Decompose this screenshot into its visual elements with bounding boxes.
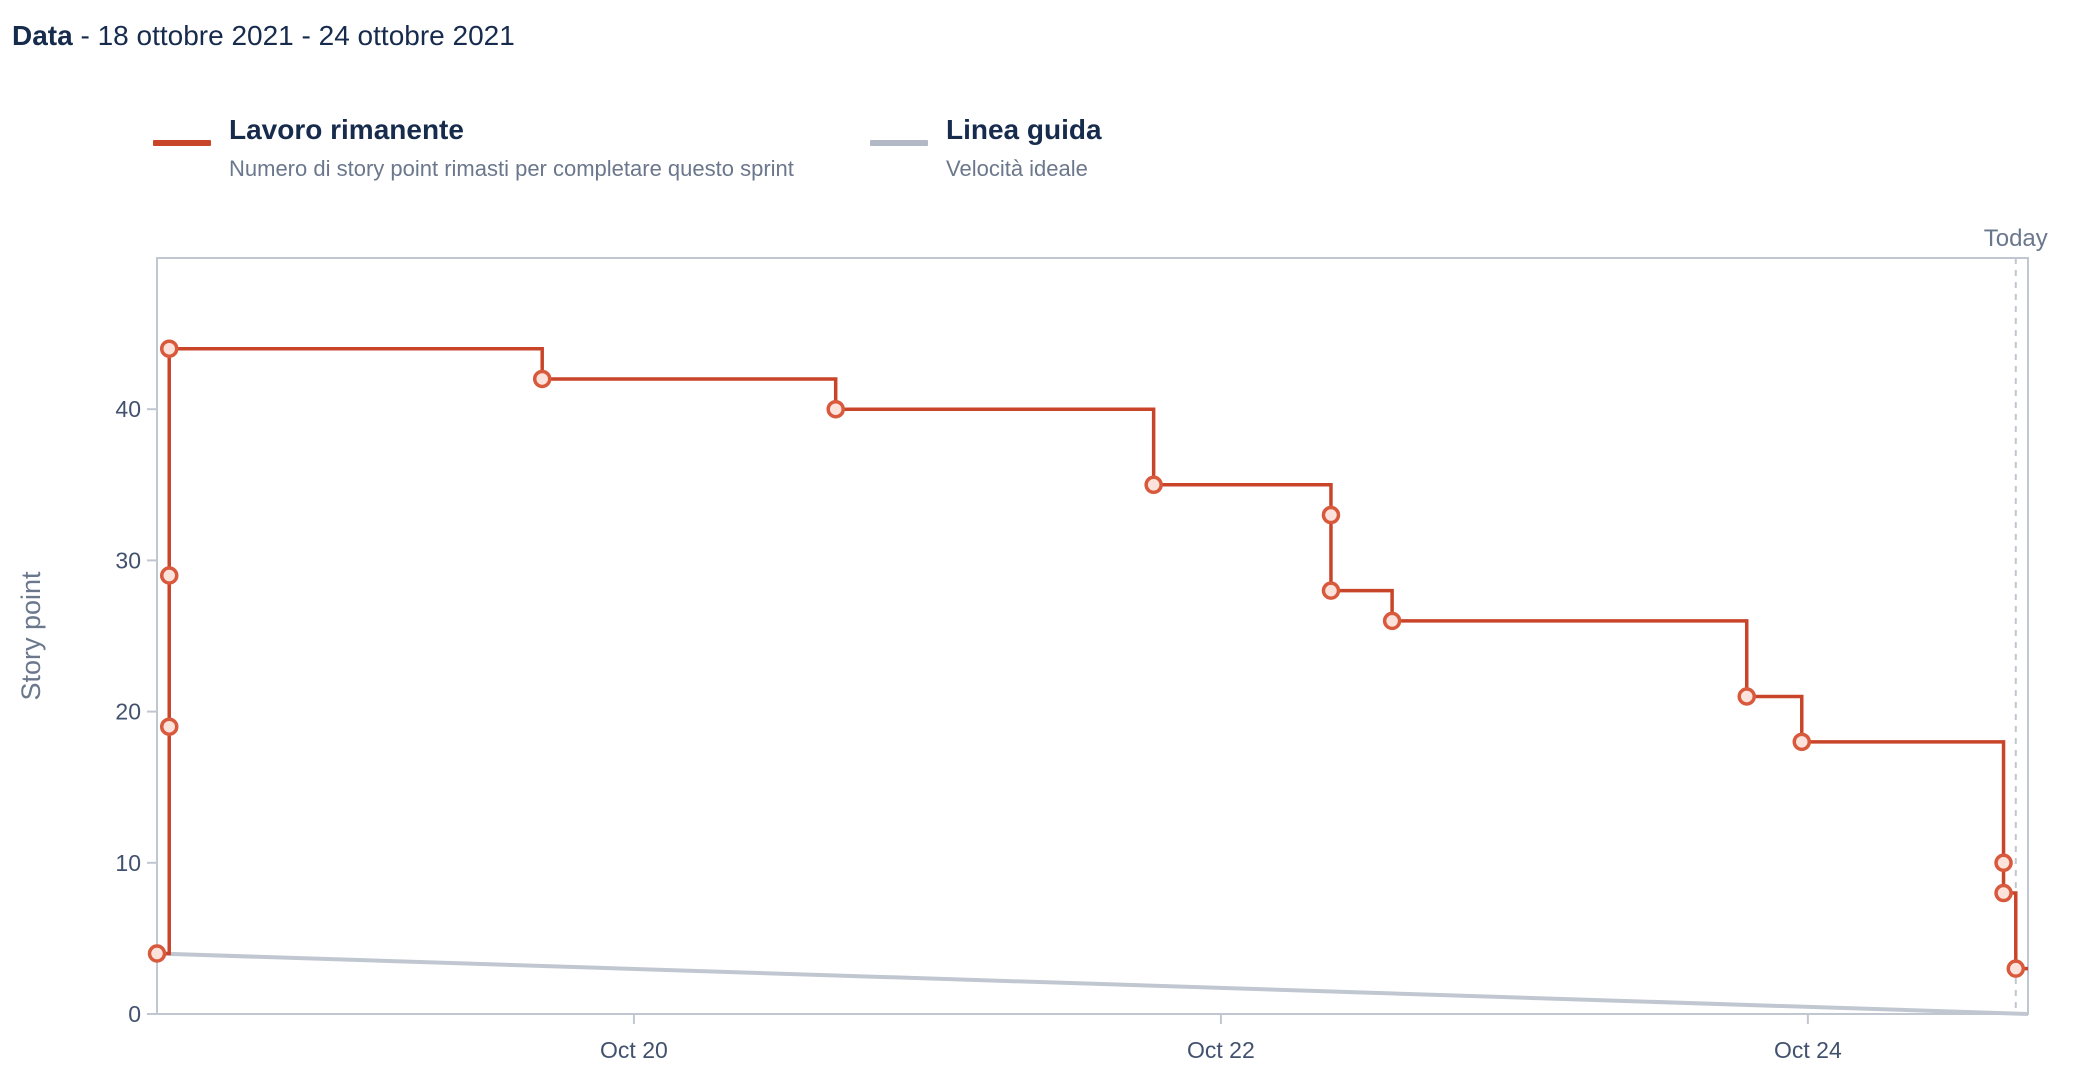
remaining-work-point[interactable] xyxy=(1737,687,1756,706)
legend-guideline-description: Velocità ideale xyxy=(946,156,1088,181)
remaining-work-point[interactable] xyxy=(826,399,845,419)
legend-remaining-work-description: Numero di story point rimasti per comple… xyxy=(229,156,794,181)
legend-remaining-work-swatch xyxy=(153,140,211,146)
remaining-work-series-line xyxy=(157,346,2028,971)
y-tick-label: 30 xyxy=(115,547,141,573)
header-label: Data xyxy=(12,20,73,51)
y-tick-label: 0 xyxy=(128,1001,141,1027)
legend-remaining-work-title: Lavoro rimanente xyxy=(229,114,464,145)
header-date-range: - 18 ottobre 2021 - 24 ottobre 2021 xyxy=(72,20,515,51)
legend-guideline-swatch xyxy=(870,140,928,146)
y-tick-label: 40 xyxy=(115,396,141,422)
guideline-series-line xyxy=(156,951,2029,1016)
x-tick-label: Oct 22 xyxy=(1187,1037,1255,1063)
remaining-work-point[interactable] xyxy=(1144,475,1163,495)
y-axis-title: Story point xyxy=(16,571,46,701)
remaining-work-point[interactable] xyxy=(159,717,179,736)
remaining-work-point[interactable] xyxy=(1382,611,1402,631)
y-axis: 0 10 20 30 40 xyxy=(115,396,157,1027)
remaining-work-point[interactable] xyxy=(1321,581,1341,600)
today-label: Today xyxy=(1984,225,2048,252)
remaining-work-point[interactable] xyxy=(1994,853,2013,873)
remaining-work-point[interactable] xyxy=(159,339,179,358)
remaining-work-point[interactable] xyxy=(1792,732,1812,752)
remaining-work-point[interactable] xyxy=(2006,959,2026,978)
remaining-work-point[interactable] xyxy=(532,369,552,389)
remaining-work-point[interactable] xyxy=(159,566,179,585)
chart-series xyxy=(147,339,2029,1016)
remaining-work-point[interactable] xyxy=(147,944,167,963)
x-tick-label: Oct 24 xyxy=(1774,1037,1842,1063)
x-tick-label: Oct 20 xyxy=(600,1037,668,1063)
chart-header: Data - 18 ottobre 2021 - 24 ottobre 2021 xyxy=(12,20,515,52)
x-axis: Oct 20 Oct 22 Oct 24 xyxy=(600,1014,1842,1063)
plot-frame xyxy=(156,257,2029,1015)
remaining-work-point[interactable] xyxy=(1321,505,1341,525)
legend-guideline-title: Linea guida xyxy=(946,114,1102,145)
y-tick-label: 20 xyxy=(115,699,141,725)
y-tick-label: 10 xyxy=(115,850,141,876)
remaining-work-point[interactable] xyxy=(1994,883,2013,903)
